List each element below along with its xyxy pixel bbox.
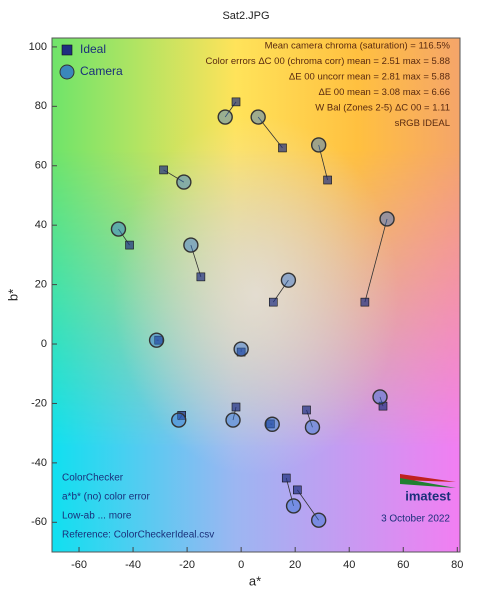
camera-point <box>310 512 327 528</box>
y-tick-label: 60 <box>35 160 47 172</box>
x-axis-label: a* <box>249 573 261 588</box>
camera-point <box>264 416 280 432</box>
error-line <box>297 489 320 521</box>
legend-marker <box>59 64 75 80</box>
y-tick-label: 100 <box>29 41 47 53</box>
stats-annotation: Mean camera chroma (saturation) = 116.5% <box>265 41 451 52</box>
stats-annotation: ΔE 00 mean = 3.08 max = 6.66 <box>318 87 450 98</box>
ideal-point <box>125 240 134 250</box>
camera-point <box>280 272 297 288</box>
ideal-point <box>302 405 311 415</box>
ideal-point <box>378 401 388 411</box>
y-axis-label: b* <box>5 289 20 301</box>
legend-marker <box>61 44 73 56</box>
camera-point <box>250 109 266 125</box>
camera-point <box>217 109 233 125</box>
x-tick-label: 80 <box>451 559 463 571</box>
x-tick-label: -20 <box>179 559 195 571</box>
x-tick-label: 40 <box>343 559 355 571</box>
legend-label: Camera <box>80 64 123 78</box>
camera-point <box>233 341 249 357</box>
y-tick-label: -40 <box>31 457 47 469</box>
stats-annotation: ΔE 00 uncorr mean = 2.81 max = 5.88 <box>289 72 450 83</box>
ideal-point <box>268 297 278 307</box>
ideal-point <box>177 411 186 420</box>
ideal-point <box>159 165 168 175</box>
plot-frame <box>51 37 461 553</box>
error-line <box>318 144 328 181</box>
camera-point <box>372 389 388 405</box>
x-tick-label: 0 <box>238 559 244 571</box>
info-annotation: Low-ab ... more <box>62 511 132 522</box>
stats-annotation: sRGB IDEAL <box>395 118 450 129</box>
y-tick-label: 0 <box>41 338 47 350</box>
logo-swoosh <box>400 474 456 482</box>
y-tick-label: 80 <box>35 100 47 112</box>
camera-point <box>183 237 199 253</box>
stats-annotation: W Bal (Zones 2-5) ΔC 00 = 1.11 <box>315 103 450 114</box>
ideal-point <box>323 175 332 185</box>
camera-point <box>379 211 395 227</box>
x-tick-label: 20 <box>289 559 301 571</box>
y-tick-label: 20 <box>35 279 47 291</box>
ideal-point <box>196 272 206 282</box>
logo-swoosh <box>400 478 456 488</box>
stats-annotation: Color errors ΔC 00 (chroma corr) mean = … <box>206 56 450 67</box>
ideal-point <box>281 473 291 483</box>
ideal-point <box>278 143 287 153</box>
info-annotation: Reference: ColorCheckerIdeal.csv <box>62 530 214 541</box>
ideal-point <box>231 402 241 412</box>
error-line <box>190 244 202 277</box>
date-annotation: 3 October 2022 <box>381 514 450 525</box>
camera-point <box>304 419 321 435</box>
x-tick-label: -60 <box>71 559 87 571</box>
camera-point <box>110 221 127 237</box>
y-tick-label: -60 <box>31 516 47 528</box>
error-line <box>364 218 388 303</box>
legend-label: Ideal <box>80 42 106 56</box>
camera-point <box>148 332 165 348</box>
logo-text: imatest <box>405 488 451 503</box>
marks <box>110 97 395 528</box>
info-annotation: a*b* (no) color error <box>62 492 150 503</box>
camera-point <box>310 137 327 153</box>
grid <box>52 46 458 552</box>
x-tick-label: 60 <box>397 559 409 571</box>
info-annotation: ColorChecker <box>62 473 124 484</box>
camera-point <box>285 498 302 514</box>
chart-title: Sat2.JPG <box>222 10 269 22</box>
ideal-point <box>231 97 241 107</box>
camera-point <box>171 412 187 428</box>
camera-point <box>225 412 241 428</box>
ideal-point <box>293 485 302 495</box>
x-tick-label: -40 <box>125 559 141 571</box>
y-tick-label: -20 <box>31 397 47 409</box>
y-tick-label: 40 <box>35 219 47 231</box>
error-line <box>285 477 294 507</box>
ideal-point <box>266 419 275 429</box>
ideal-point <box>360 297 370 307</box>
camera-point <box>176 174 192 190</box>
ideal-point <box>154 335 164 345</box>
